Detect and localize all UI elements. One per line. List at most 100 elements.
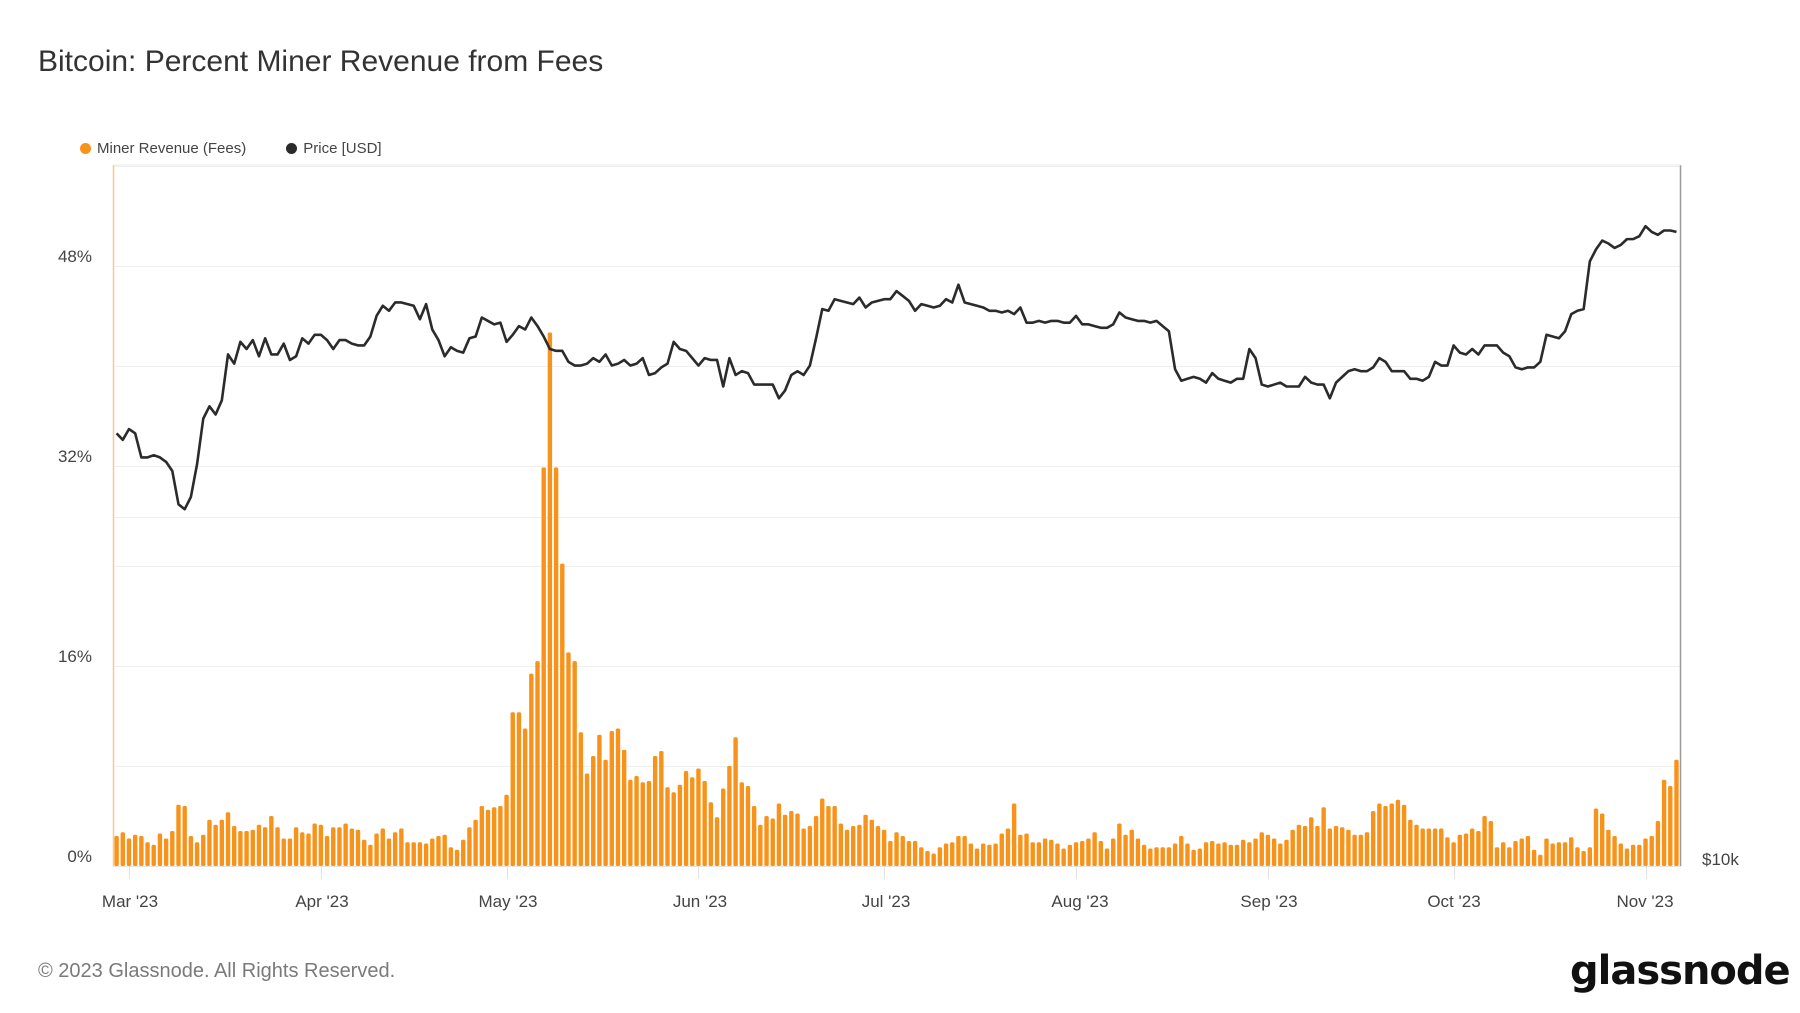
fee-bar (1104, 848, 1110, 866)
fee-bar (714, 817, 720, 866)
fee-bar (1463, 833, 1469, 866)
fee-bar (628, 779, 633, 866)
price-line (115, 224, 1677, 511)
fee-bar (665, 787, 670, 866)
fee-bar (919, 847, 924, 866)
fee-bar (1408, 819, 1413, 866)
fee-bar (516, 712, 522, 866)
legend: Miner Revenue (Fees) Price [USD] (80, 140, 382, 157)
fee-bar (1612, 836, 1617, 866)
fee-bar (795, 813, 800, 866)
fee-bar (782, 814, 788, 866)
fee-bar (491, 807, 497, 866)
fee-bar (727, 766, 732, 866)
fee-bar (442, 834, 447, 866)
fee-bar (436, 836, 441, 866)
fee-bar (1556, 842, 1562, 866)
fee-bar (1216, 843, 1221, 866)
fee-bar (1321, 807, 1326, 866)
fee-bar (498, 806, 503, 866)
fee-bar (578, 732, 584, 866)
fee-bar (355, 829, 361, 866)
fee-bar (1600, 813, 1605, 866)
fee-bar (1370, 811, 1376, 866)
fee-bar (987, 844, 992, 866)
fee-bar (423, 843, 429, 866)
fee-bar (640, 782, 645, 866)
fee-bar (1265, 834, 1271, 866)
fee-bar (931, 853, 936, 866)
fee-bar (807, 826, 813, 866)
fee-bar (1426, 828, 1432, 866)
fee-bar (925, 851, 930, 866)
fee-bar (869, 819, 874, 866)
fee-bar (745, 786, 751, 866)
fee-bar (1575, 847, 1580, 866)
fee-bar (677, 784, 683, 866)
price-legend-dot-icon (286, 143, 298, 154)
x-tick-label-may: May '23 (479, 892, 538, 911)
legend-item-fees[interactable]: Miner Revenue (Fees) (80, 140, 246, 157)
fee-bar (1562, 842, 1568, 866)
fee-bar (572, 661, 577, 866)
fee-bar (380, 828, 385, 866)
legend-item-price[interactable]: Price [USD] (286, 140, 382, 157)
fee-bar (522, 728, 528, 866)
fee-bar (232, 826, 237, 866)
fee-bar (1538, 854, 1543, 866)
fee-bar (1488, 821, 1493, 866)
fee-bar (145, 842, 150, 866)
fee-bar (1259, 832, 1264, 866)
fee-bar (937, 847, 943, 866)
fee-bar (467, 827, 472, 866)
fee-bar (683, 771, 689, 866)
fee-bar (417, 842, 423, 866)
gridlines (113, 166, 1681, 767)
fee-bar (399, 828, 404, 866)
fee-bar (448, 847, 454, 866)
fee-bar (1086, 838, 1091, 866)
fee-bar (1661, 779, 1667, 866)
fee-bar (1253, 838, 1258, 866)
x-tick-label-nov: Nov '23 (1616, 892, 1673, 911)
fee-bar (671, 792, 676, 866)
fee-bar (1637, 844, 1642, 866)
fee-bar (1166, 847, 1172, 866)
fee-bar (1055, 843, 1060, 866)
fee-bar (813, 816, 819, 866)
fee-bar (479, 806, 485, 866)
fee-bar (1160, 847, 1165, 866)
fee-bar (758, 824, 763, 866)
fee-bar (591, 756, 596, 866)
fee-bar (374, 833, 379, 866)
fee-bar (324, 836, 330, 866)
fee-bar (1067, 844, 1073, 866)
fee-bar (851, 826, 856, 866)
fee-bar (349, 828, 355, 866)
fee-bar (1203, 842, 1209, 866)
fee-bar (950, 842, 955, 866)
y-tick-label-32: 32% (58, 447, 92, 466)
fee-bar (1389, 803, 1394, 866)
fee-bar (764, 816, 769, 866)
x-tick-label-jul: Jul '23 (862, 892, 911, 911)
fee-bar (1315, 826, 1320, 866)
fee-bar (751, 806, 757, 866)
fee-bar (219, 819, 225, 866)
fee-bar (269, 816, 274, 866)
fee-bar (1333, 826, 1339, 866)
fee-bar (906, 841, 912, 866)
fee-bar (609, 731, 614, 866)
fee-bar (615, 728, 621, 866)
fee-bar (1073, 842, 1079, 866)
fee-bar (1197, 848, 1203, 866)
fee-bar (1210, 841, 1215, 866)
fee-bar (1228, 844, 1233, 866)
y-tick-label-0: 0% (67, 847, 92, 866)
fee-bar (541, 467, 546, 866)
fee-bar (1451, 842, 1456, 866)
fee-bar (151, 844, 156, 866)
fee-bar (1432, 828, 1438, 866)
fee-bar (1024, 833, 1029, 866)
fee-bar (1507, 847, 1512, 866)
